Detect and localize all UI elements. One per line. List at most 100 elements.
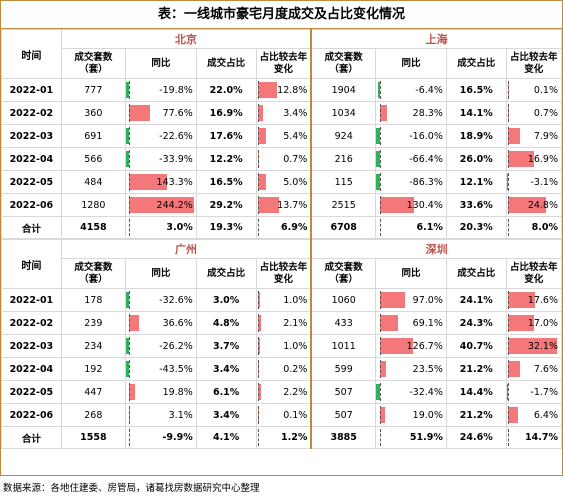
negative-bar (507, 174, 509, 190)
positive-bar (258, 197, 279, 213)
zero-axis (379, 337, 381, 355)
table-row: 2022-01 777 -19.8% 22.0% 12.8% 1904 -6.4% 16.5%… (1, 78, 563, 102)
change-cell: 1.0% (255, 288, 312, 312)
change-cell: 2.1% (255, 311, 312, 335)
zero-axis (258, 406, 260, 424)
count-header: 成交套数 （套） (60, 258, 126, 289)
zero-axis (508, 81, 510, 99)
zero-axis (258, 219, 260, 236)
share-cell: 16.5% (445, 78, 507, 102)
yoy-cell: 3.1% (124, 403, 197, 427)
zero-axis (258, 291, 260, 309)
count-cell: 178 (60, 288, 126, 312)
table-row: 2022-06 268 3.1% 3.4% 0.1% 507 19.0% 21.2% 6.4% (1, 403, 563, 427)
bar-value: -1.7% (530, 386, 558, 398)
bar-value: 1.0% (283, 294, 308, 306)
bar-value: 1.2% (280, 432, 308, 443)
positive-bar (379, 105, 388, 121)
bar-value: 19.0% (412, 409, 443, 421)
positive-bar (258, 128, 267, 144)
city-name: 北京 (60, 29, 312, 49)
bar-value: 3.1% (168, 409, 193, 421)
positive-bar (129, 315, 140, 331)
positive-bar (258, 82, 278, 98)
bar-value: 7.9% (533, 130, 558, 142)
positive-bar (379, 292, 406, 308)
city-name: 广州 (60, 239, 312, 259)
zero-axis (508, 406, 510, 424)
zero-axis (508, 104, 510, 122)
bar-value: 0.1% (283, 409, 308, 421)
total-share: 4.1% (195, 426, 257, 449)
yoy-cell: 36.6% (124, 311, 197, 335)
bar-value: -19.8% (159, 84, 193, 96)
table-row: 2022-03 691 -22.6% 17.6% 5.4% 924 -16.0% 18.9% 7… (1, 124, 563, 148)
change-cell: 17.6% (505, 288, 563, 312)
change-cell: 0.7% (255, 147, 312, 171)
zero-axis (508, 429, 510, 446)
change-cell: 32.1% (505, 334, 563, 358)
month-cell: 2022-05 (1, 380, 62, 404)
positive-bar (129, 105, 150, 121)
count-cell: 507 (310, 403, 377, 427)
yoy-cell: -66.4% (375, 147, 447, 171)
negative-bar (376, 128, 380, 144)
count-cell: 777 (60, 78, 126, 102)
time-header: 时间 (1, 239, 62, 289)
bar-value: 130.4% (406, 199, 443, 211)
yoy-header: 同比 (124, 48, 197, 79)
count-cell: 1034 (310, 101, 377, 125)
time-header: 时间 (1, 29, 62, 79)
zero-axis (379, 150, 381, 168)
count-cell: 1904 (310, 78, 377, 102)
yoy-header: 同比 (375, 258, 447, 289)
zero-axis (258, 337, 260, 355)
zero-axis (508, 291, 510, 309)
share-cell: 14.4% (445, 380, 507, 404)
bar-value: 12.8% (277, 84, 308, 96)
positive-bar (508, 361, 520, 377)
bar-value: 7.6% (533, 363, 558, 375)
zero-axis (508, 196, 510, 214)
positive-bar (258, 384, 262, 400)
total-label: 合计 (1, 216, 62, 239)
negative-bar (126, 361, 130, 377)
change-cell: 3.4% (255, 101, 312, 125)
data-table-panel: 表：一线城市豪宅月度成交及占比变化情况 时间 北京 上海 成交套数 （套） 同比 成交占比占… (0, 0, 563, 476)
change-cell: 6.4% (505, 403, 563, 427)
bar-value: 97.0% (412, 294, 443, 306)
month-cell: 2022-02 (1, 311, 62, 335)
positive-bar (379, 197, 415, 213)
bar-value: 6.4% (533, 409, 558, 421)
share-cell: 3.4% (195, 357, 257, 381)
zero-axis (508, 127, 510, 145)
count-cell: 360 (60, 101, 126, 125)
zero-axis (129, 104, 131, 122)
zero-axis (129, 406, 131, 424)
city-name: 深圳 (310, 239, 563, 259)
zero-axis (379, 104, 381, 122)
change-cell: 12.8% (255, 78, 312, 102)
bar-value: 28.3% (412, 107, 443, 119)
bar-value: 0.2% (283, 363, 308, 375)
positive-bar (379, 338, 414, 354)
zero-axis (129, 196, 131, 214)
yoy-cell: 19.0% (375, 403, 447, 427)
month-cell: 2022-03 (1, 334, 62, 358)
zero-axis (379, 196, 381, 214)
positive-bar (508, 338, 557, 354)
count-cell: 599 (310, 357, 377, 381)
bar-value: 244.2% (156, 199, 193, 211)
zero-axis (129, 314, 131, 332)
positive-bar (508, 128, 521, 144)
total-count: 1558 (60, 426, 126, 449)
change-cell: 24.8% (505, 193, 563, 217)
bar-value: 17.0% (527, 317, 558, 329)
count-cell: 234 (60, 334, 126, 358)
change-cell: 13.7% (255, 193, 312, 217)
data-source-note: 数据来源：各地住建委、房管局，诸葛找房数据研究中心整理 (3, 483, 260, 494)
zero-axis (379, 406, 381, 424)
bar-value: 3.4% (283, 107, 308, 119)
yoy-cell: 244.2% (124, 193, 197, 217)
month-cell: 2022-04 (1, 147, 62, 171)
